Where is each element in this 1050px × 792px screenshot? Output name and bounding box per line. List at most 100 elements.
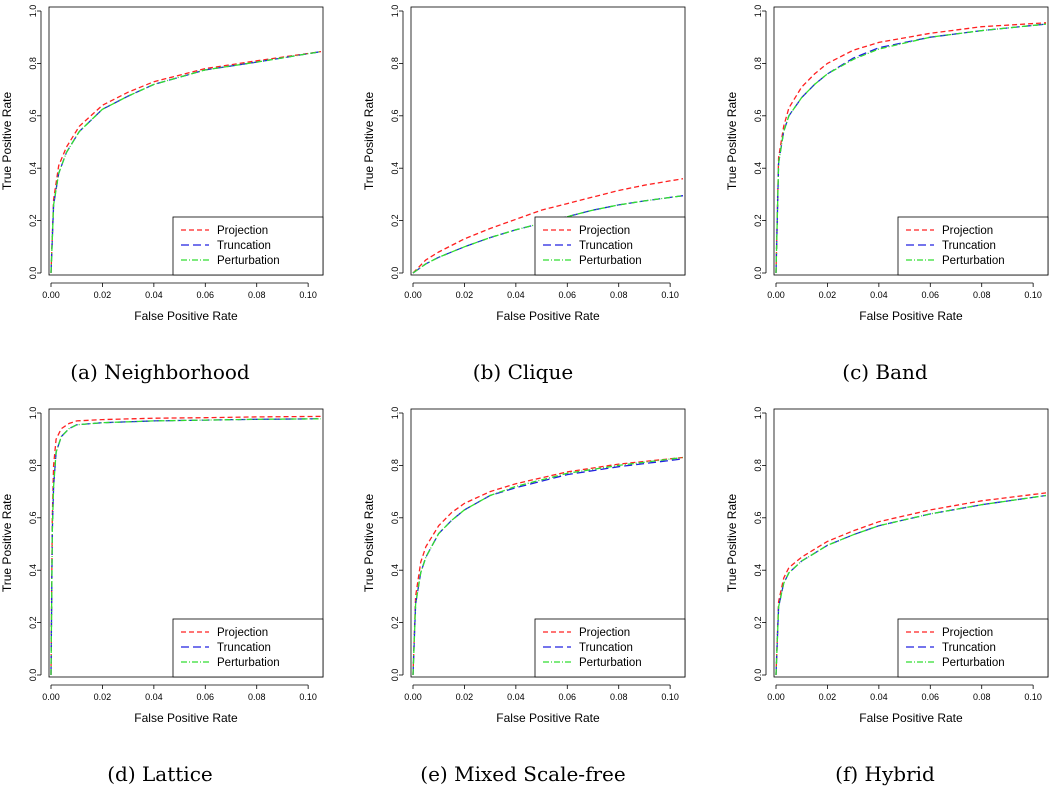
x-tick-label-lattice-5: 0.10: [299, 692, 317, 702]
y-axis-label-mixed-scale-free: True Positive Rate: [362, 494, 376, 593]
series-line-lattice-projection: [50, 415, 322, 676]
caption-lattice: (d) Lattice: [107, 762, 213, 786]
x-tick-label-neighborhood-4: 0.08: [248, 290, 266, 300]
series-line-band-projection: [775, 22, 1047, 274]
x-axis-label-mixed-scale-free: False Positive Rate: [496, 711, 600, 725]
x-tick-label-lattice-0: 0.00: [42, 692, 60, 702]
x-tick-label-lattice-2: 0.04: [145, 692, 163, 702]
x-tick-label-mixed-scale-free-4: 0.08: [610, 692, 628, 702]
y-tick-label-band-2: 0.4: [753, 162, 763, 175]
legend-box-band: [897, 216, 1049, 276]
y-axis-label-band: True Positive Rate: [725, 92, 739, 191]
y-tick-label-band-0: 0.0: [753, 267, 763, 280]
y-tick-label-hybrid-5: 1.0: [753, 407, 763, 420]
x-tick-label-band-1: 0.02: [819, 290, 837, 300]
series-line-hybrid-projection: [775, 492, 1047, 676]
x-tick-label-band-5: 0.10: [1024, 290, 1042, 300]
series-line-hybrid-perturbation: [775, 494, 1047, 676]
y-tick-label-band-3: 0.6: [753, 110, 763, 123]
legend-label-mixed-scale-free-projection: Projection: [579, 627, 630, 639]
panel-band: 0.00 0.02 0.04 0.06 0.08 0.10 0.0 0.2 0.4 0.6 0.8 1…: [725, 5, 1049, 323]
x-tick-label-neighborhood-2: 0.04: [145, 290, 163, 300]
legend-label-clique-projection: Projection: [579, 225, 630, 237]
y-tick-label-clique-5: 1.0: [390, 5, 400, 18]
series-line-clique-projection: [412, 178, 684, 274]
legend-label-lattice-perturbation: Perturbation: [217, 657, 280, 669]
y-tick-label-neighborhood-5: 1.0: [28, 5, 38, 18]
x-tick-label-lattice-3: 0.06: [197, 692, 215, 702]
panel-lattice: 0.00 0.02 0.04 0.06 0.08 0.10 0.0 0.2 0.4 0.6 0.8 1…: [0, 407, 324, 725]
x-tick-label-mixed-scale-free-2: 0.04: [507, 692, 525, 702]
y-tick-label-clique-3: 0.6: [390, 110, 400, 123]
legend-label-neighborhood-truncation: Truncation: [217, 240, 271, 252]
caption-hybrid: (f) Hybrid: [835, 762, 935, 786]
y-tick-label-lattice-0: 0.0: [28, 669, 38, 682]
x-tick-label-hybrid-1: 0.02: [819, 692, 837, 702]
legend-label-lattice-projection: Projection: [217, 627, 268, 639]
legend-label-band-truncation: Truncation: [942, 240, 996, 252]
x-tick-label-hybrid-0: 0.00: [767, 692, 785, 702]
y-axis-label-lattice: True Positive Rate: [0, 494, 14, 593]
x-tick-label-band-2: 0.04: [870, 290, 888, 300]
panel-clique: 0.00 0.02 0.04 0.06 0.08 0.10 0.0 0.2 0.4 0.6 0.8 1…: [362, 5, 686, 323]
y-axis-label-hybrid: True Positive Rate: [725, 494, 739, 593]
legend-label-neighborhood-perturbation: Perturbation: [217, 255, 280, 267]
x-axis-label-clique: False Positive Rate: [496, 309, 600, 323]
series-line-neighborhood-projection: [50, 50, 322, 274]
y-tick-label-hybrid-0: 0.0: [753, 669, 763, 682]
legend-label-band-perturbation: Perturbation: [942, 255, 1005, 267]
y-tick-label-band-4: 0.8: [753, 57, 763, 70]
x-tick-label-hybrid-5: 0.10: [1024, 692, 1042, 702]
y-tick-label-hybrid-4: 0.8: [753, 459, 763, 472]
x-tick-label-clique-3: 0.06: [559, 290, 577, 300]
x-tick-label-neighborhood-3: 0.06: [197, 290, 215, 300]
legend-label-mixed-scale-free-truncation: Truncation: [579, 642, 633, 654]
y-tick-label-mixed-scale-free-2: 0.4: [390, 564, 400, 577]
y-tick-label-band-5: 1.0: [753, 5, 763, 18]
legend-box-clique: [534, 216, 686, 276]
y-tick-label-mixed-scale-free-5: 1.0: [390, 407, 400, 420]
y-tick-label-clique-0: 0.0: [390, 267, 400, 280]
y-tick-label-neighborhood-1: 0.2: [28, 214, 38, 227]
series-line-neighborhood-perturbation: [50, 50, 322, 274]
y-tick-label-lattice-4: 0.8: [28, 459, 38, 472]
legend-label-lattice-truncation: Truncation: [217, 642, 271, 654]
x-tick-label-clique-2: 0.04: [507, 290, 525, 300]
caption-mixed-scale-free: (e) Mixed Scale-free: [420, 762, 626, 786]
x-tick-label-band-4: 0.08: [973, 290, 991, 300]
legend-label-hybrid-perturbation: Perturbation: [942, 657, 1005, 669]
legend-box-neighborhood: [172, 216, 324, 276]
x-tick-label-clique-5: 0.10: [661, 290, 679, 300]
x-tick-label-mixed-scale-free-0: 0.00: [404, 692, 422, 702]
series-line-clique-perturbation: [412, 195, 684, 274]
y-tick-label-neighborhood-3: 0.6: [28, 110, 38, 123]
x-axis-label-hybrid: False Positive Rate: [859, 711, 963, 725]
y-tick-label-mixed-scale-free-1: 0.2: [390, 616, 400, 629]
x-tick-label-clique-4: 0.08: [610, 290, 628, 300]
panel-mixed-scale-free: 0.00 0.02 0.04 0.06 0.08 0.10 0.0 0.2 0.4 0.6 0.8 1…: [362, 407, 686, 725]
legend-label-band-projection: Projection: [942, 225, 993, 237]
x-tick-label-mixed-scale-free-1: 0.02: [456, 692, 474, 702]
x-tick-label-lattice-4: 0.08: [248, 692, 266, 702]
y-axis-label-neighborhood: True Positive Rate: [0, 92, 14, 191]
x-tick-label-band-3: 0.06: [922, 290, 940, 300]
y-tick-label-hybrid-2: 0.4: [753, 564, 763, 577]
x-axis-label-lattice: False Positive Rate: [134, 711, 238, 725]
x-axis-label-band: False Positive Rate: [859, 309, 963, 323]
x-tick-label-neighborhood-0: 0.00: [42, 290, 60, 300]
y-tick-label-clique-4: 0.8: [390, 57, 400, 70]
legend-label-neighborhood-projection: Projection: [217, 225, 268, 237]
y-tick-label-clique-2: 0.4: [390, 162, 400, 175]
legend-box-lattice: [172, 618, 324, 678]
y-tick-label-mixed-scale-free-0: 0.0: [390, 669, 400, 682]
y-tick-label-clique-1: 0.2: [390, 214, 400, 227]
series-line-mixed-scale-free-truncation: [412, 458, 684, 676]
x-tick-label-neighborhood-1: 0.02: [94, 290, 112, 300]
x-axis-label-neighborhood: False Positive Rate: [134, 309, 238, 323]
y-tick-label-lattice-2: 0.4: [28, 564, 38, 577]
legend-label-hybrid-projection: Projection: [942, 627, 993, 639]
caption-clique: (b) Clique: [472, 360, 574, 384]
y-tick-label-neighborhood-2: 0.4: [28, 162, 38, 175]
caption-neighborhood: (a) Neighborhood: [70, 360, 250, 384]
